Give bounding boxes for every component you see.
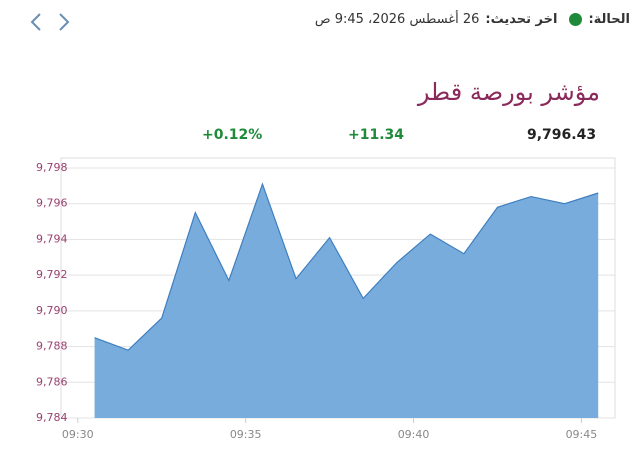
x-tick-label: 09:30 [62,428,94,441]
y-tick-label: 9,788 [36,340,68,353]
y-tick-label: 9,790 [36,304,68,317]
chart-title: مؤشر بورصة قطر [417,78,600,106]
prev-arrow[interactable] [30,13,41,31]
y-tick-label: 9,784 [36,411,68,424]
area [94,184,599,418]
status-label: الحالة: [588,12,630,27]
y-tick-label: 9,796 [36,197,68,210]
y-tick-label: 9,794 [36,232,68,245]
status-dot [569,13,583,26]
change-pct: +0.12% [202,127,263,143]
last-value: 9,796.43 [527,127,597,143]
y-tick-label: 9,786 [36,375,68,388]
status-bar: الحالة: اخر تحديث: 26 أغسطس 2026، 9:45 ص [315,12,630,27]
y-tick-label: 9,798 [36,161,68,174]
update-time: 26 أغسطس 2026، 9:45 ص [314,12,480,27]
update-label: اخر تحديث: [485,12,558,27]
x-tick-label: 09:45 [566,428,598,441]
y-tick-label: 9,792 [36,268,68,281]
line [94,182,599,351]
x-tick-label: 09:35 [230,428,262,441]
next-arrow[interactable] [59,13,70,31]
change: +11.34 [348,127,405,143]
x-tick-label: 09:40 [398,428,430,441]
